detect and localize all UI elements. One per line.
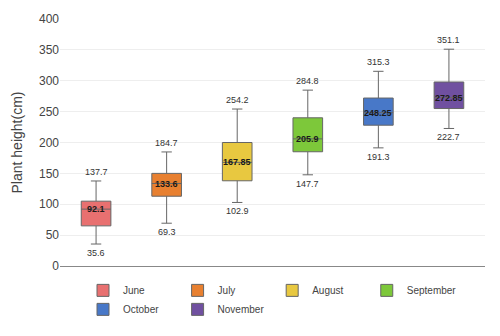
svg-text:50: 50 [46,228,60,242]
svg-text:69.3: 69.3 [158,227,176,237]
svg-text:167.85: 167.85 [223,157,251,167]
svg-text:November: November [218,304,265,315]
svg-text:92.1: 92.1 [87,204,105,214]
svg-text:July: July [218,285,236,296]
svg-text:133.6: 133.6 [155,179,178,189]
svg-text:400: 400 [39,12,59,26]
svg-text:315.3: 315.3 [367,57,390,67]
svg-text:October: October [123,304,159,315]
svg-text:200: 200 [39,136,59,150]
svg-text:August: August [312,285,343,296]
svg-text:300: 300 [39,74,59,88]
svg-text:250: 250 [39,105,59,119]
svg-text:254.2: 254.2 [226,95,249,105]
svg-text:0: 0 [52,259,59,273]
svg-text:272.85: 272.85 [435,93,463,103]
svg-text:Plant height(cm): Plant height(cm) [9,92,25,194]
svg-text:284.8: 284.8 [296,76,319,86]
svg-text:100: 100 [39,197,59,211]
svg-text:350: 350 [39,43,59,57]
svg-text:September: September [407,285,457,296]
svg-text:137.7: 137.7 [85,167,108,177]
svg-text:150: 150 [39,167,59,181]
svg-text:June: June [123,285,145,296]
svg-text:191.3: 191.3 [367,152,390,162]
svg-text:248.25: 248.25 [364,108,392,118]
svg-text:184.7: 184.7 [155,138,178,148]
svg-text:102.9: 102.9 [226,206,249,216]
svg-text:222.7: 222.7 [437,132,460,142]
svg-text:147.7: 147.7 [296,179,319,189]
svg-text:205.9: 205.9 [296,134,319,144]
svg-text:35.6: 35.6 [87,248,105,258]
svg-text:351.1: 351.1 [437,35,460,45]
